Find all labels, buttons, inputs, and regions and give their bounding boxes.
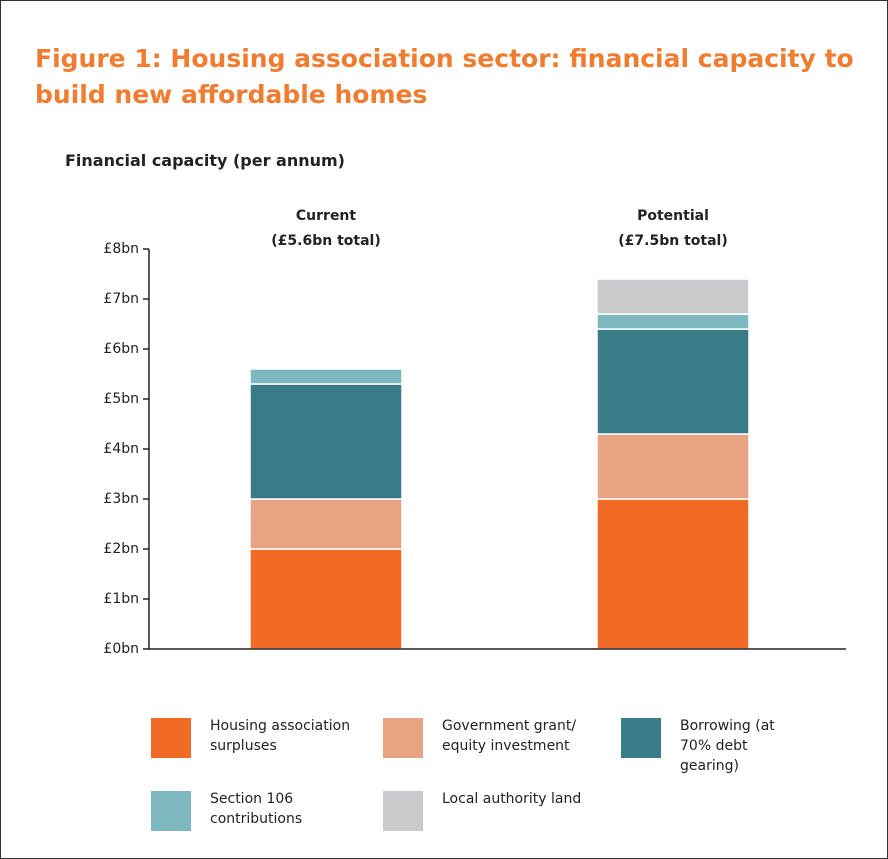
y-tick-label: £3bn <box>103 491 139 507</box>
y-tick-label: £0bn <box>103 641 139 657</box>
chart-title: Figure 1: Housing association sector: fi… <box>35 44 854 109</box>
legend-label: Section 106 contributions <box>210 791 303 827</box>
y-tick-label: £4bn <box>103 441 139 457</box>
legend-label: Borrowing (at 70% debt gearing) <box>680 718 775 774</box>
legend-swatch <box>383 718 423 758</box>
legend-label: Government grant/ equity investment <box>442 718 577 754</box>
bar-segment <box>596 498 750 650</box>
y-axis-label: Financial capacity (per annum) <box>65 151 345 170</box>
legend-swatch <box>621 718 661 758</box>
y-tick-label: £7bn <box>103 291 139 307</box>
y-tick-label: £1bn <box>103 591 139 607</box>
y-tick-label: £6bn <box>103 341 139 357</box>
bar-segment <box>249 383 403 500</box>
bar-segment <box>596 328 750 435</box>
category-label: Current <box>296 208 357 224</box>
y-tick-label: £5bn <box>103 391 139 407</box>
legend-swatch <box>383 791 423 831</box>
bar-segment <box>596 433 750 500</box>
bar-segment <box>596 313 750 330</box>
legend-label: Local authority land <box>442 791 582 807</box>
category-note: (£5.6bn total) <box>271 233 380 249</box>
category-label: Potential <box>637 208 709 224</box>
bar-segment <box>596 278 750 315</box>
y-tick-label: £2bn <box>103 541 139 557</box>
bar-segment <box>249 498 403 550</box>
legend-swatch <box>151 791 191 831</box>
category-note: (£7.5bn total) <box>618 233 727 249</box>
legend-swatch <box>151 718 191 758</box>
bar-segment <box>249 548 403 650</box>
y-tick-label: £8bn <box>103 241 139 257</box>
bar-segment <box>249 368 403 385</box>
legend-label: Housing association surpluses <box>210 718 351 754</box>
